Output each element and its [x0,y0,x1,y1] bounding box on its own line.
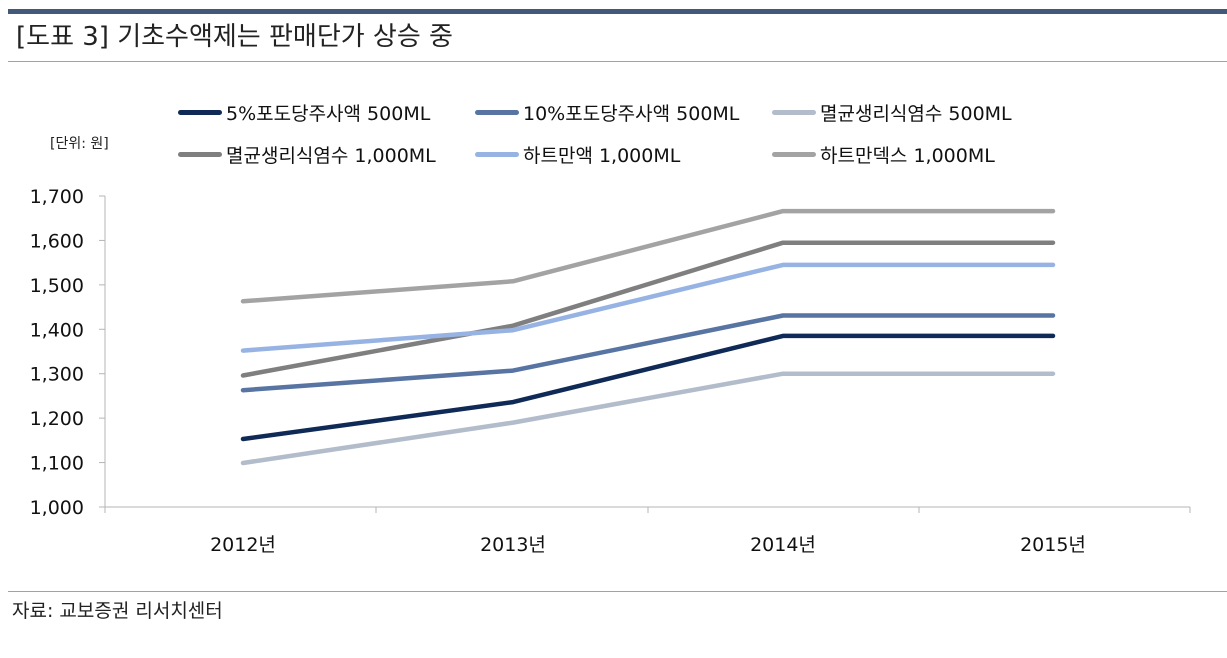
y-tick-label: 1,500 [30,275,84,297]
source-note: 자료: 교보증권 리서치센터 [12,600,223,622]
legend-item: 하트만액 1,000ML [475,141,680,168]
legend-label: 10%포도당주사액 500ML [523,103,740,125]
legend-label: 멸균생리식염수 500ML [820,103,1012,125]
legend-label: 멸균생리식염수 1,000ML [226,145,436,167]
legend-item: 10%포도당주사액 500ML [475,99,739,126]
x-tick-label: 2015년 [1020,534,1086,556]
y-tick-label: 1,000 [30,497,84,519]
legend-swatch [178,110,222,115]
title-divider [8,61,1227,62]
line-chart: 1,000 1,100 1,200 1,300 1,400 1,500 1,600 1,700… [30,186,1191,556]
series-line [240,208,1056,304]
legend-item: 멸균생리식염수 1,000ML [178,141,436,168]
y-tick-label: 1,400 [30,319,84,341]
unit-label: [단위: 원] [50,136,109,152]
legend-item: 하트만덱스 1,000ML [772,141,995,168]
series-line [240,313,1056,393]
legend-label: 하트만액 1,000ML [523,145,681,167]
x-tick-label: 2013년 [480,534,546,556]
y-tick-label: 1,100 [30,453,84,475]
y-tick-label: 1,300 [30,364,84,386]
y-tick-label: 1,600 [30,230,84,252]
top-rule [8,9,1227,14]
legend-swatch [475,152,519,157]
y-tick-label: 1,200 [30,408,84,430]
legend-item: 멸균생리식염수 500ML [772,99,1012,126]
chart-title: [도표 3] 기초수액제는 판매단가 상승 중 [16,22,453,52]
legend-label: 하트만덱스 1,000ML [820,145,995,167]
series-line [240,333,1056,442]
y-tick-label: 1,700 [30,186,84,208]
x-tick-label: 2014년 [750,534,816,556]
series-line [240,371,1056,466]
legend-label: 5%포도당주사액 500ML [226,103,431,125]
legend-swatch [475,110,519,115]
legend-swatch [772,110,816,115]
bottom-divider [8,591,1227,592]
series-line [240,240,1056,378]
x-tick-label: 2012년 [210,534,276,556]
legend-item: 5%포도당주사액 500ML [178,99,430,126]
series-line [240,262,1056,353]
legend-swatch [178,152,222,157]
legend-swatch [772,152,816,157]
